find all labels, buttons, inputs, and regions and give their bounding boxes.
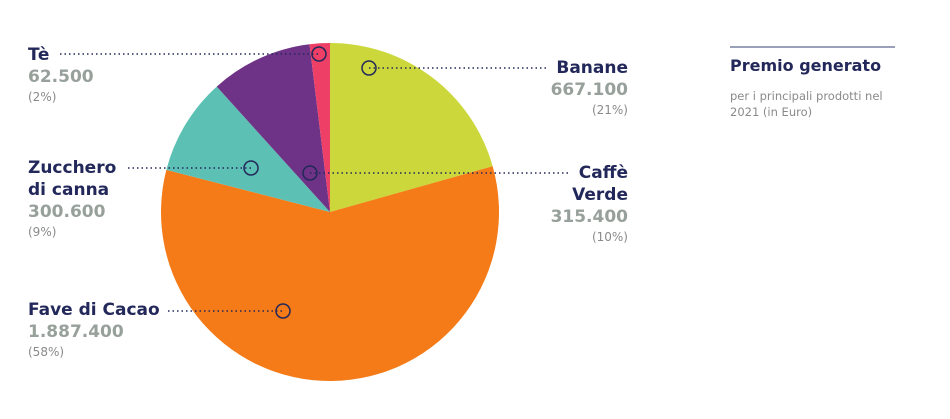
slice-percent-caffe: (10%)	[591, 230, 628, 244]
pie-slice-te	[309, 43, 330, 212]
pie-slice-zucchero	[166, 86, 330, 212]
slice-marker-fave	[275, 303, 291, 319]
slice-label-caffe: Caffè Verde	[572, 163, 628, 205]
label-te: Tè 62.500 (2%)	[28, 44, 94, 106]
label-zucchero: Zucchero di canna 300.600 (9%)	[28, 157, 116, 241]
pie-slice-fave	[160, 166, 499, 382]
slice-label-te: Tè	[28, 45, 50, 65]
slice-label-banane: Banane	[556, 58, 628, 78]
slice-value-fave: 1.887.400	[28, 322, 124, 342]
slice-percent-te: (2%)	[28, 90, 57, 104]
slice-percent-banane: (21%)	[591, 103, 628, 117]
slice-value-caffe: 315.400	[550, 207, 628, 227]
slice-value-te: 62.500	[28, 67, 94, 87]
side-divider	[730, 46, 895, 48]
slice-marker-zucchero	[243, 160, 259, 176]
slice-label-fave: Fave di Cacao	[28, 300, 160, 320]
slice-percent-zucchero: (9%)	[28, 225, 57, 239]
side-subtitle: per i principali prodotti nel 2021 (in E…	[730, 89, 883, 119]
slice-percent-fave: (58%)	[28, 345, 65, 359]
pie-slice-banane	[330, 43, 493, 212]
slice-marker-caffe	[302, 165, 318, 181]
slice-value-zucchero: 300.600	[28, 202, 106, 222]
slice-marker-te	[311, 46, 327, 62]
label-banane: Banane 667.100 (21%)	[500, 57, 628, 119]
label-fave: Fave di Cacao 1.887.400 (58%)	[28, 299, 160, 361]
label-caffe: Caffè Verde 315.400 (10%)	[500, 162, 628, 246]
pie-slice-caffe	[216, 44, 330, 212]
slice-value-banane: 667.100	[550, 80, 628, 100]
slice-label-zucchero: Zucchero di canna	[28, 158, 117, 200]
side-title: Premio generato	[730, 56, 882, 75]
slice-marker-banane	[361, 60, 377, 76]
